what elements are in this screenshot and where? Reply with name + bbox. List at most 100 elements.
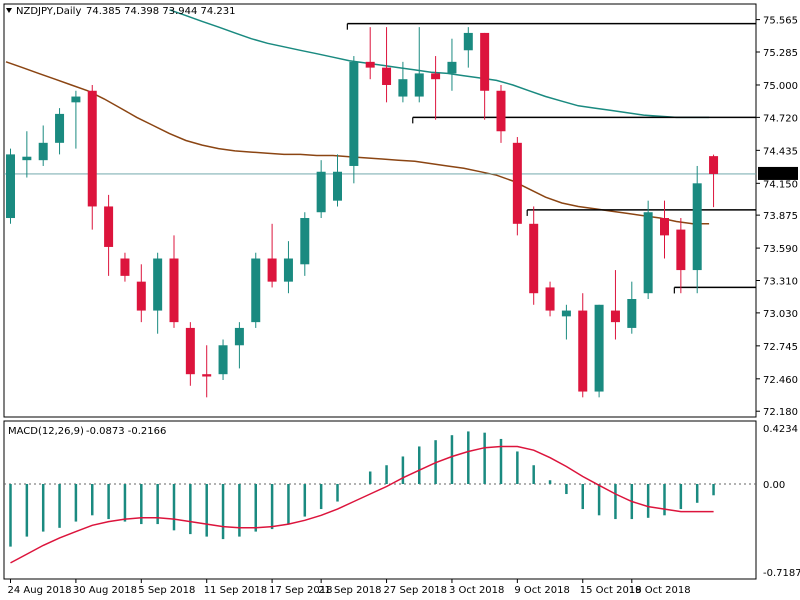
candle-body <box>136 281 146 311</box>
candle <box>398 61 408 103</box>
candle <box>283 241 293 294</box>
candle <box>643 200 653 299</box>
date-tick-label: 9 Oct 2018 <box>514 585 569 596</box>
price-tick-label: 72.180 <box>763 407 798 418</box>
candle-body <box>300 218 310 265</box>
date-tick-label: 17 Sep 2018 <box>269 585 332 596</box>
candle <box>349 56 359 184</box>
candle-body <box>267 258 277 282</box>
candle-body <box>153 258 163 311</box>
macd-label: MACD(12,26,9) <box>8 426 84 437</box>
candle <box>87 84 97 230</box>
candle-body <box>104 206 114 247</box>
candle <box>169 235 179 328</box>
candle <box>610 270 620 340</box>
collapse-arrow-icon[interactable] <box>6 8 12 13</box>
date-tick-label: 24 Aug 2018 <box>8 585 72 596</box>
price-tick-label: 75.565 <box>763 16 798 27</box>
candle-body <box>382 67 392 85</box>
candle-body <box>218 345 228 375</box>
candle <box>153 252 163 334</box>
macd-panel-frame <box>3 420 757 580</box>
candle <box>251 252 261 328</box>
candle-body <box>38 142 48 161</box>
date-tick-label: 30 Aug 2018 <box>73 585 137 596</box>
candle <box>136 264 146 323</box>
macd-tick-label: 0.4234 <box>763 424 798 435</box>
candle-body <box>709 156 719 174</box>
candle-body <box>431 73 441 80</box>
candle <box>447 38 457 91</box>
candle <box>660 200 669 259</box>
candle <box>578 293 588 398</box>
candle <box>120 252 130 282</box>
candle <box>414 27 424 103</box>
candle <box>267 223 277 288</box>
price-tick-label: 72.460 <box>763 375 798 386</box>
candle-body <box>349 61 359 166</box>
candle <box>71 90 81 149</box>
macd-values: -0.0873 -0.2166 <box>86 426 166 437</box>
price-tick-label: 74.150 <box>763 179 798 190</box>
candle <box>529 206 539 305</box>
candle-body <box>561 310 571 317</box>
candle <box>627 281 637 334</box>
candle-body <box>643 212 653 294</box>
date-tick-label: 3 Oct 2018 <box>449 585 504 596</box>
date-tick-label: 21 Sep 2018 <box>318 585 381 596</box>
date-tick-label: 11 Sep 2018 <box>204 585 267 596</box>
candle-body <box>71 96 81 103</box>
candle <box>6 148 15 224</box>
candle-body <box>529 223 539 294</box>
candle-body <box>365 61 375 68</box>
candle-body <box>610 310 620 323</box>
candle <box>709 154 719 208</box>
candle-body <box>120 258 130 276</box>
candle-body <box>578 310 588 392</box>
candle-body <box>496 90 506 132</box>
candle-body <box>169 258 179 323</box>
candle <box>480 32 490 120</box>
price-tick-label: 75.285 <box>763 48 798 59</box>
candle <box>692 165 702 294</box>
macd-header: MACD(12,26,9) -0.0873 -0.2166 <box>8 426 166 437</box>
candle-body <box>676 229 686 271</box>
candle <box>300 212 310 276</box>
macd-signal-line <box>10 445 714 564</box>
candle <box>496 84 506 143</box>
candle <box>22 131 32 178</box>
price-tick-label: 74.435 <box>763 146 798 157</box>
candle-body <box>333 171 342 201</box>
chart-ohlc: 74.385 74.398 73.944 74.231 <box>86 6 236 17</box>
candle-body <box>55 113 65 143</box>
macd-tick-label: 0.00 <box>763 480 785 491</box>
candle <box>316 160 326 219</box>
candle <box>234 322 244 369</box>
candle-body <box>87 90 97 207</box>
candle-body <box>202 374 212 377</box>
candle <box>185 322 195 386</box>
candle-body <box>480 32 490 91</box>
header: NZDJPY,Daily 74.385 74.398 73.944 74.231 <box>6 6 236 17</box>
chart-symbol: NZDJPY,Daily <box>16 6 81 17</box>
macd-tick-label: -0.7187 <box>763 568 800 579</box>
candle-body <box>185 327 195 375</box>
candle <box>38 125 48 166</box>
candle-body <box>398 79 408 97</box>
candle <box>333 154 342 207</box>
candle <box>463 27 473 68</box>
price-tick-label: 73.310 <box>763 276 798 287</box>
candle-body <box>627 299 637 328</box>
candle <box>561 304 571 340</box>
candle-body <box>22 156 32 161</box>
candle-body <box>6 154 15 219</box>
date-tick-label: 19 Oct 2018 <box>629 585 691 596</box>
date-tick-label: 27 Sep 2018 <box>384 585 447 596</box>
candle <box>512 137 522 236</box>
candle <box>218 339 228 380</box>
candle-body <box>414 73 424 97</box>
candle <box>382 27 392 103</box>
candle <box>594 304 604 398</box>
candle <box>104 194 114 276</box>
